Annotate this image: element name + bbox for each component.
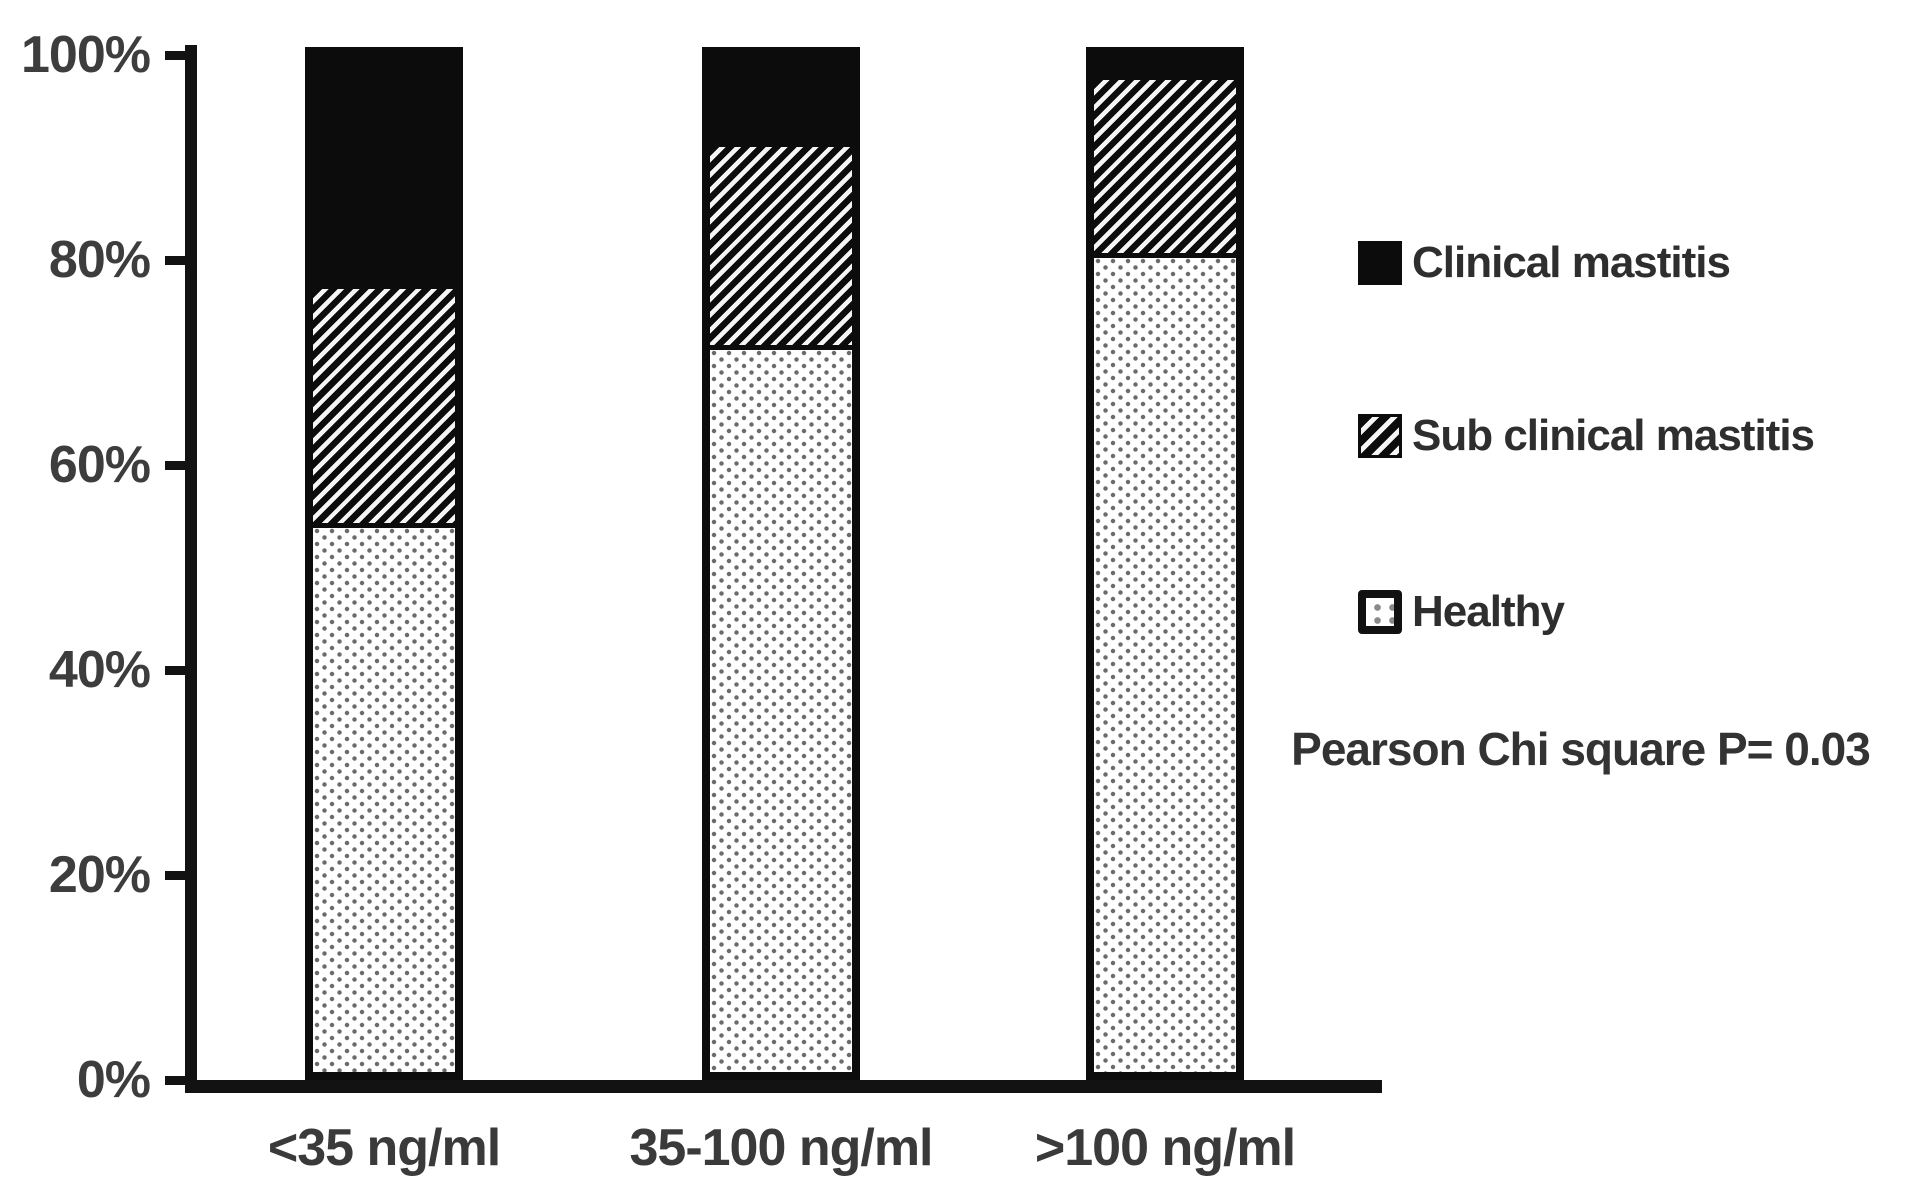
y-tick-mark <box>165 665 186 675</box>
y-tick-label: 80% <box>48 231 151 289</box>
legend-item-healthy: Healthy <box>1358 587 1565 637</box>
pearson-chi-square-annotation: Pearson Chi square P= 0.03 <box>1291 723 1871 775</box>
y-tick-label: 0% <box>76 1051 151 1109</box>
x-category-label: <35 ng/ml <box>267 1119 501 1177</box>
stacked-bar-1 <box>305 47 463 1080</box>
diagonal-hatch-swatch-icon <box>1358 414 1402 458</box>
solid-black-swatch-icon <box>1358 241 1402 285</box>
dots-swatch-icon <box>1358 590 1402 634</box>
stacked-bar-2 <box>702 47 860 1080</box>
stacked-bar-3 <box>1086 47 1244 1080</box>
segment-sub-clinical-mastitis <box>313 288 455 523</box>
segment-clinical-mastitis <box>313 55 455 289</box>
y-tick-mark <box>165 255 186 265</box>
segment-sub-clinical-mastitis <box>1094 80 1236 254</box>
y-tick-mark <box>165 50 186 60</box>
segment-clinical-mastitis <box>1094 55 1236 81</box>
x-category-label: >100 ng/ml <box>1034 1119 1296 1177</box>
segment-sub-clinical-mastitis <box>710 146 852 345</box>
legend-item-sub-clinical-mastitis: Sub clinical mastitis <box>1358 411 1815 461</box>
y-tick-label: 20% <box>48 846 151 904</box>
legend-item-clinical-mastitis: Clinical mastitis <box>1358 238 1731 288</box>
y-axis-line <box>185 45 197 1093</box>
segment-healthy <box>313 522 455 1072</box>
segment-clinical-mastitis <box>710 55 852 147</box>
x-axis-line <box>185 1080 1382 1093</box>
legend-label: Sub clinical mastitis <box>1412 411 1815 460</box>
y-tick-label: 40% <box>48 641 151 699</box>
y-tick-mark <box>165 1075 186 1085</box>
y-tick-label: 100% <box>21 26 151 84</box>
segment-healthy <box>710 344 852 1072</box>
legend-label: Healthy <box>1412 587 1565 636</box>
segment-healthy <box>1094 253 1236 1072</box>
legend-label: Clinical mastitis <box>1412 238 1731 287</box>
y-tick-mark <box>165 460 186 470</box>
x-category-label: 35-100 ng/ml <box>629 1119 933 1177</box>
y-tick-mark <box>165 870 186 880</box>
y-tick-label: 60% <box>48 436 151 494</box>
